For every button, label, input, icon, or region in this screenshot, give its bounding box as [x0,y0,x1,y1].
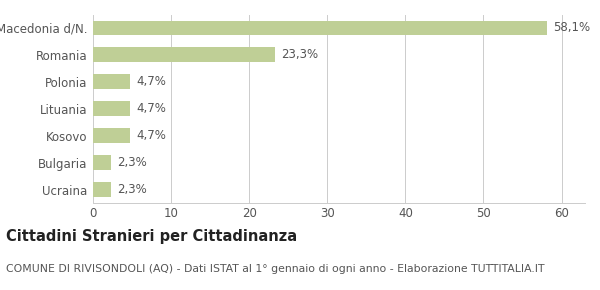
Text: 23,3%: 23,3% [281,48,319,61]
Bar [93,155,111,170]
Bar [93,21,547,35]
Text: 2,3%: 2,3% [117,183,147,196]
Bar [93,101,130,116]
Text: 2,3%: 2,3% [117,156,147,169]
Bar [93,75,130,89]
Bar [93,48,275,62]
Text: COMUNE DI RIVISONDOLI (AQ) - Dati ISTAT al 1° gennaio di ogni anno - Elaborazion: COMUNE DI RIVISONDOLI (AQ) - Dati ISTAT … [6,264,545,274]
Text: 4,7%: 4,7% [136,75,166,88]
Text: Cittadini Stranieri per Cittadinanza: Cittadini Stranieri per Cittadinanza [6,229,297,244]
Text: 4,7%: 4,7% [136,129,166,142]
Text: 4,7%: 4,7% [136,102,166,115]
Bar [93,128,130,143]
Text: 58,1%: 58,1% [553,21,590,35]
Bar [93,182,111,197]
